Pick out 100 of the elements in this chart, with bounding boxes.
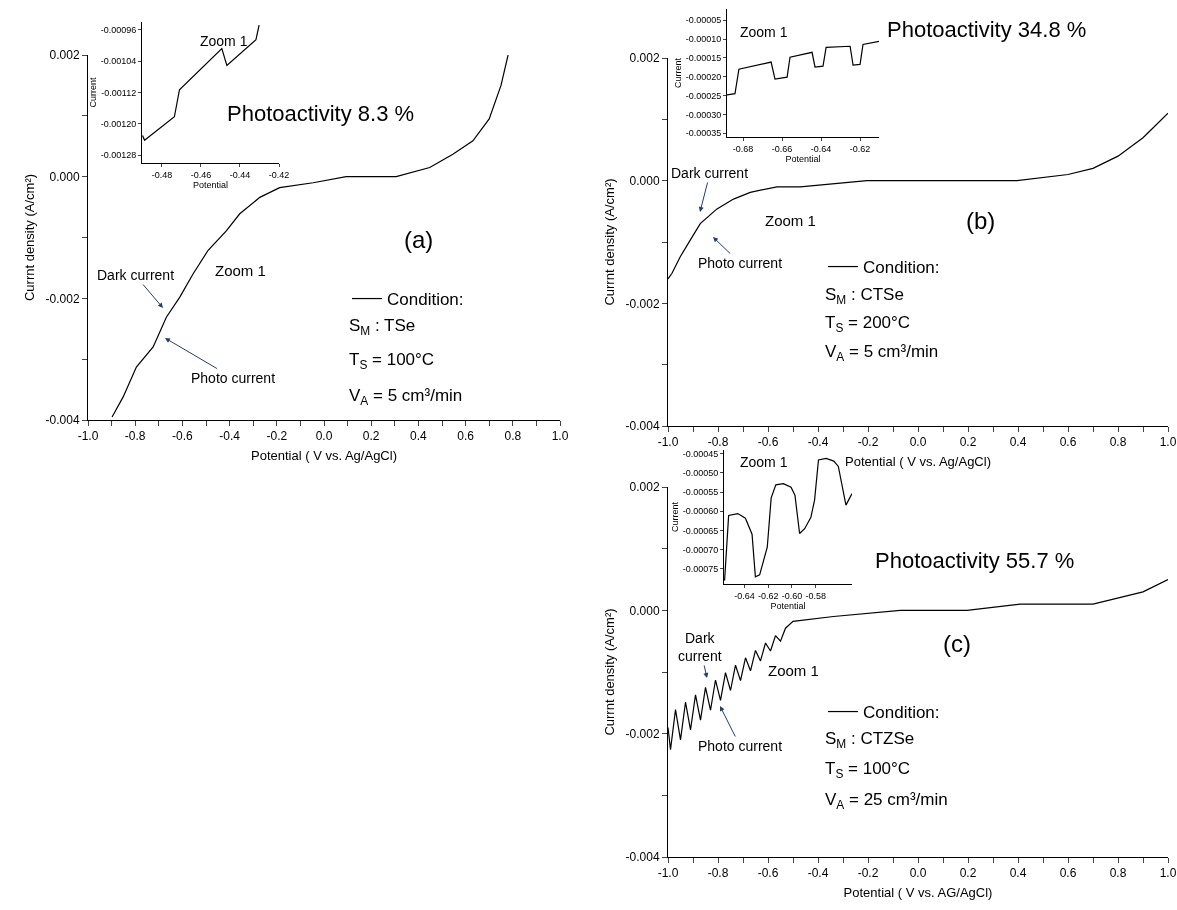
- y-tick-label: -0.004: [45, 413, 80, 428]
- x-axis-title: Potential: [785, 153, 821, 164]
- annotation: V$_{A}$ = 25 cm³/min: [825, 790, 948, 812]
- y-tick-label: -0.00070: [682, 544, 719, 555]
- x-tick-label: -0.64: [810, 143, 832, 154]
- x-tick-label: 0.6: [457, 429, 475, 444]
- x-tick-label: 0.4: [1009, 435, 1027, 450]
- x-tick-label: 0.2: [362, 429, 380, 444]
- y-tick-label: -0.00030: [685, 109, 722, 120]
- y-axis-title: Current: [670, 501, 681, 533]
- x-tick-label: -0.46: [190, 169, 212, 180]
- y-tick-label: -0.002: [625, 726, 660, 741]
- x-axis-title: Potential: [770, 600, 806, 611]
- x-tick-label: 0.8: [1109, 866, 1127, 881]
- y-tick-label: -0.002: [45, 291, 80, 306]
- annotation: (c): [943, 630, 971, 657]
- y-tick-label: -0.00096: [100, 24, 137, 35]
- x-tick-label: -0.6: [172, 429, 194, 444]
- annotation: T$_{S}$ = 200°C: [825, 313, 911, 335]
- y-tick-label: -0.00050: [682, 468, 719, 479]
- annotation: (b): [966, 207, 996, 234]
- annotation: S$_{M}$ : CTSe: [825, 285, 904, 307]
- annotation: V$_{A}$ = 5 cm³/min: [349, 386, 463, 408]
- annotation: Zoom 1: [215, 262, 266, 279]
- y-axis-title: Currnt density (A/cm²): [601, 608, 617, 736]
- x-tick-label: -0.2: [857, 435, 879, 450]
- x-tick-label: 0.4: [410, 429, 428, 444]
- x-tick-label: -0.4: [807, 866, 829, 881]
- x-tick-label: 0.8: [1109, 435, 1127, 450]
- x-tick-label: -0.58: [805, 590, 827, 601]
- x-tick-label: 0.0: [909, 435, 927, 450]
- x-tick-label: -0.4: [219, 429, 241, 444]
- legend-label: Condition:: [863, 258, 940, 278]
- x-tick-label: 0.0: [909, 866, 927, 881]
- x-tick-label: 0.6: [1059, 435, 1077, 450]
- chart-title: Zoom 1: [740, 454, 788, 470]
- annotation: Dark current: [97, 267, 175, 283]
- y-axis-title: Current: [673, 57, 684, 89]
- x-tick-label: 0.0: [315, 429, 333, 444]
- x-tick-label: -0.42: [268, 169, 290, 180]
- x-tick-label: -0.8: [707, 435, 729, 450]
- x-tick-label: 0.2: [959, 435, 977, 450]
- y-tick-label: -0.00010: [685, 34, 722, 45]
- y-tick-label: -0.004: [625, 850, 660, 865]
- x-tick-label: 0.6: [1059, 866, 1077, 881]
- annotation: Photo current: [698, 255, 783, 271]
- annotation: T$_{S}$ = 100°C: [349, 350, 435, 372]
- x-tick-label: -1.0: [657, 866, 679, 881]
- y-tick-label: -0.002: [625, 296, 660, 311]
- x-tick-label: -0.48: [151, 169, 173, 180]
- y-tick-label: -0.00005: [685, 15, 722, 26]
- x-axis-title: Potential ( V vs. Ag/AgCl): [845, 454, 991, 469]
- x-tick-label: -0.2: [266, 429, 288, 444]
- x-tick-label: -1.0: [77, 429, 99, 444]
- x-tick-label: -0.4: [807, 435, 829, 450]
- x-tick-label: -0.6: [757, 435, 779, 450]
- annotation: Photo current: [698, 738, 783, 754]
- annotation: Photo current: [191, 370, 276, 386]
- annotation: Dark current: [678, 630, 722, 665]
- annotation: V$_{A}$ = 5 cm³/min: [825, 342, 939, 364]
- x-tick-label: 0.2: [959, 866, 977, 881]
- annotation: Photoactivity 8.3 %: [227, 101, 415, 126]
- annotation: T$_{S}$ = 100°C: [825, 759, 911, 781]
- x-tick-label: -0.2: [857, 866, 879, 881]
- text: Zoom 1: [200, 33, 248, 49]
- x-tick-label: -0.66: [771, 143, 793, 154]
- y-tick-label: -0.00075: [682, 563, 719, 574]
- legend-label: Condition:: [863, 703, 940, 723]
- x-tick-label: -1.0: [657, 435, 679, 450]
- y-tick-label: -0.00128: [100, 150, 137, 161]
- annotation: Zoom 1: [765, 212, 816, 229]
- x-tick-label: -0.8: [707, 866, 729, 881]
- legend-label: Condition:: [387, 290, 464, 310]
- annotation: Dark current: [671, 165, 749, 181]
- x-axis-title: Potential ( V vs. AG/AgCl): [843, 885, 993, 900]
- x-axis-title: Potential: [192, 179, 229, 190]
- y-axis-title: Currnt density (A/cm²): [21, 173, 37, 302]
- y-tick-label: 0.000: [629, 173, 660, 188]
- y-tick-label: -0.00025: [685, 90, 722, 101]
- text: Photoactivity 34.8 %: [887, 17, 1087, 42]
- x-tick-label: -0.8: [124, 429, 146, 444]
- y-tick-label: -0.004: [625, 419, 660, 434]
- annotation: S$_{M}$ : TSe: [349, 316, 416, 338]
- y-tick-label: -0.00015: [685, 53, 722, 64]
- y-tick-label: 0.002: [49, 48, 80, 63]
- x-tick-label: 1.0: [1159, 435, 1177, 450]
- y-tick-label: -0.00035: [685, 128, 722, 139]
- y-tick-label: -0.00060: [682, 506, 719, 517]
- annotation: Zoom 1: [768, 662, 819, 679]
- y-tick-label: 0.002: [629, 51, 660, 66]
- text: Zoom 1: [740, 24, 788, 40]
- x-tick-label: 0.4: [1009, 866, 1027, 881]
- x-tick-label: 0.8: [504, 429, 522, 444]
- x-tick-label: -0.62: [757, 590, 779, 601]
- y-axis-title: Currnt density (A/cm²): [601, 178, 617, 306]
- y-tick-label: 0.000: [49, 169, 80, 184]
- y-tick-label: -0.00112: [101, 87, 137, 98]
- x-tick-label: -0.64: [734, 590, 755, 601]
- y-tick-label: -0.00020: [685, 71, 722, 82]
- y-tick-label: 0.002: [629, 480, 660, 495]
